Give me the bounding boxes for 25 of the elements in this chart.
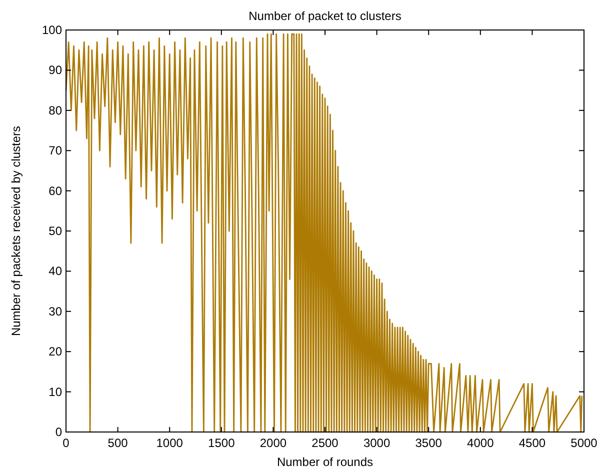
x-tick-label: 3500 (415, 436, 442, 450)
y-axis-title: Number of packets received by clusters (9, 126, 23, 336)
x-tick-label: 1500 (208, 436, 236, 450)
x-tick-label: 3000 (363, 436, 390, 450)
x-tick-label: 4000 (467, 436, 494, 450)
y-tick-label: 50 (48, 224, 62, 238)
chart-title: Number of packet to clusters (248, 9, 402, 23)
x-tick-label: 4500 (518, 436, 546, 450)
y-tick-label: 40 (48, 264, 62, 278)
y-tick-label: 30 (48, 304, 62, 318)
y-tick-label: 20 (48, 344, 62, 359)
x-axis-title: Number of rounds (276, 455, 374, 469)
y-tick-label: 80 (48, 103, 62, 118)
y-tick-label: 90 (48, 63, 62, 78)
y-tick-label: 70 (48, 144, 62, 158)
y-tick-label: 0 (55, 425, 62, 439)
x-tick-label: 2500 (312, 436, 339, 450)
x-tick-label: 5000 (570, 436, 598, 450)
y-tick-label: 100 (42, 23, 62, 37)
y-tick-label: 10 (48, 384, 62, 399)
x-tick-label: 1000 (156, 436, 184, 450)
x-tick-label: 500 (108, 436, 128, 450)
line-series (65, 33, 583, 433)
x-tick-label: 2000 (260, 436, 287, 450)
y-tick-label: 60 (48, 184, 62, 198)
